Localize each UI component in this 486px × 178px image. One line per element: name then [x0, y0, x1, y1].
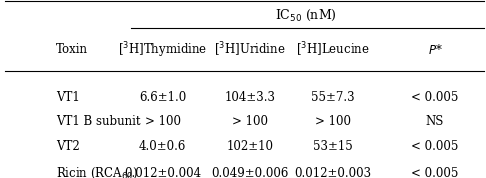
Text: 0.012±0.004: 0.012±0.004	[124, 167, 201, 178]
Text: Toxin: Toxin	[56, 43, 88, 56]
Text: > 100: > 100	[315, 115, 351, 129]
Text: 0.049±0.006: 0.049±0.006	[211, 167, 289, 178]
Text: 53±15: 53±15	[313, 140, 353, 153]
Text: $P$*: $P$*	[428, 43, 442, 57]
Text: 102±10: 102±10	[227, 140, 274, 153]
Text: > 100: > 100	[145, 115, 181, 129]
Text: [$^3$H]Uridine: [$^3$H]Uridine	[214, 41, 286, 59]
Text: 0.012±0.003: 0.012±0.003	[295, 167, 371, 178]
Text: > 100: > 100	[232, 115, 268, 129]
Text: < 0.005: < 0.005	[411, 167, 459, 178]
Text: 4.0±0.6: 4.0±0.6	[139, 140, 187, 153]
Text: 104±3.3: 104±3.3	[225, 90, 276, 104]
Text: < 0.005: < 0.005	[411, 90, 459, 104]
Text: VT2: VT2	[56, 140, 80, 153]
Text: IC$_{50}$ (nM): IC$_{50}$ (nM)	[275, 8, 337, 23]
Text: 6.6±1.0: 6.6±1.0	[139, 90, 187, 104]
Text: VT1 B subunit: VT1 B subunit	[56, 115, 140, 129]
Text: < 0.005: < 0.005	[411, 140, 459, 153]
Text: 55±7.3: 55±7.3	[311, 90, 355, 104]
Text: [$^3$H]Leucine: [$^3$H]Leucine	[296, 41, 370, 59]
Text: VT1: VT1	[56, 90, 80, 104]
Text: [$^3$H]Thymidine: [$^3$H]Thymidine	[118, 40, 208, 60]
Text: NS: NS	[426, 115, 444, 129]
Text: Ricin (RCA$_{60}$): Ricin (RCA$_{60}$)	[56, 166, 138, 178]
